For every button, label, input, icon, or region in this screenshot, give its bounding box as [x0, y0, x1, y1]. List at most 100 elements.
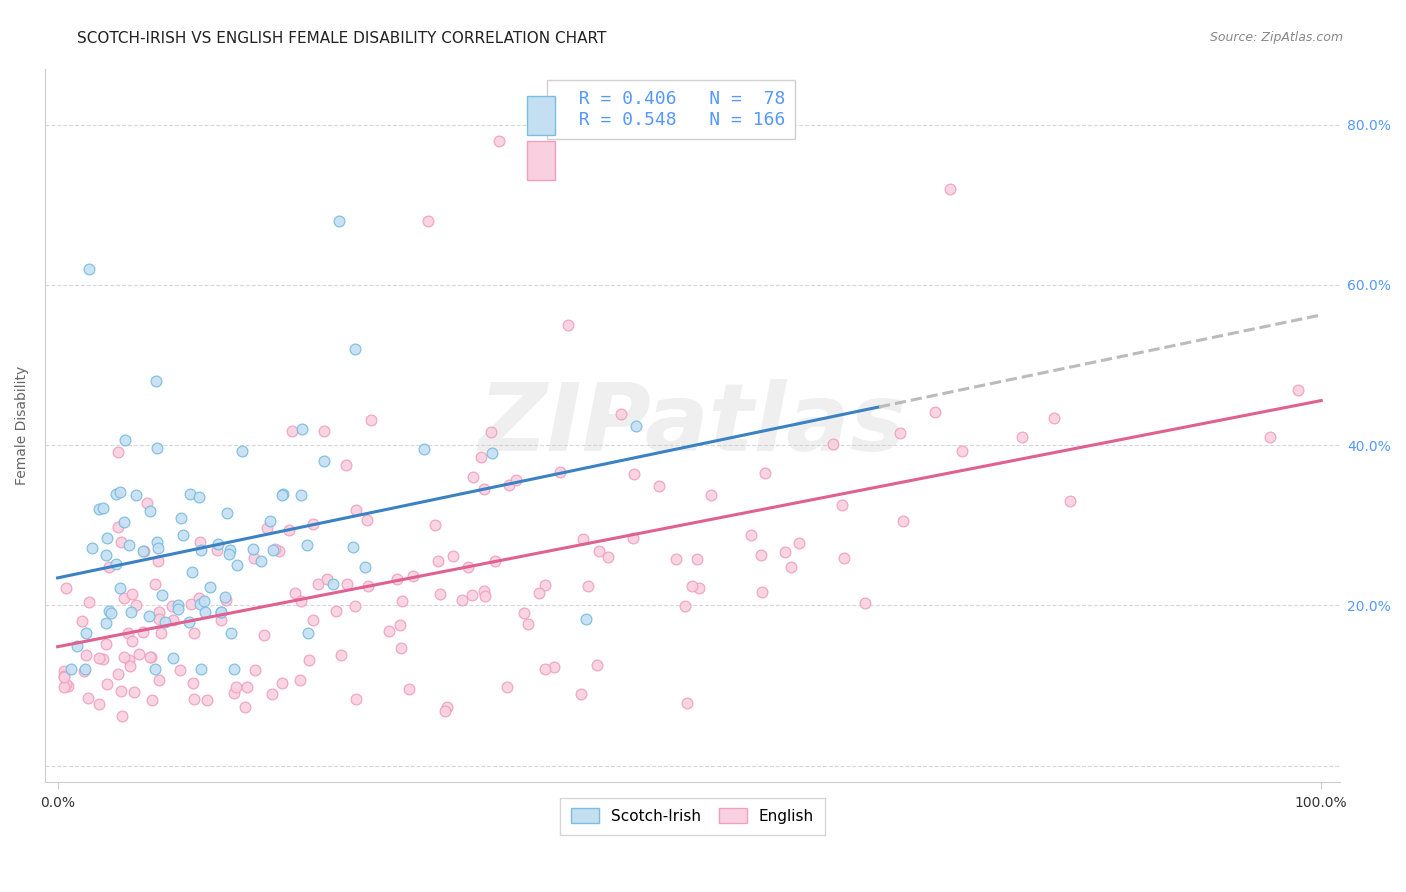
- Point: [242, 541, 264, 556]
- Point: [143, 663, 166, 677]
- Point: [281, 425, 304, 439]
- Point: [188, 490, 211, 504]
- Point: [357, 579, 380, 593]
- Point: [472, 483, 495, 497]
- Text: R = 0.406   N =  78
  R = 0.548   N = 166: R = 0.406 N = 78 R = 0.548 N = 166: [557, 90, 785, 128]
- Point: [125, 488, 148, 502]
- Point: [170, 511, 193, 525]
- Point: [496, 680, 519, 694]
- Point: [194, 605, 217, 619]
- Point: [139, 504, 162, 518]
- Point: [181, 565, 204, 579]
- Point: [138, 609, 160, 624]
- Point: [87, 502, 110, 516]
- Point: [700, 488, 723, 502]
- Point: [527, 586, 550, 600]
- Point: [426, 554, 449, 568]
- Point: [177, 615, 200, 629]
- Point: [198, 580, 221, 594]
- Point: [215, 506, 238, 520]
- Point: [325, 604, 347, 618]
- Point: [114, 433, 136, 447]
- Point: [143, 576, 166, 591]
- Point: [183, 692, 205, 706]
- Point: [66, 639, 89, 653]
- Point: [534, 577, 557, 591]
- Point: [284, 586, 307, 600]
- Point: [749, 549, 772, 563]
- Point: [188, 597, 211, 611]
- Point: [315, 572, 337, 586]
- Point: [609, 407, 631, 421]
- Point: [224, 686, 246, 700]
- Point: [360, 413, 382, 427]
- Point: [754, 466, 776, 480]
- Point: [218, 543, 240, 558]
- Point: [193, 593, 215, 607]
- Point: [505, 473, 527, 487]
- Point: [243, 550, 266, 565]
- Point: [260, 687, 283, 701]
- Point: [344, 691, 367, 706]
- Point: [195, 693, 218, 707]
- Point: [104, 558, 127, 572]
- Point: [117, 625, 139, 640]
- Point: [100, 607, 122, 621]
- Point: [87, 650, 110, 665]
- Point: [98, 559, 121, 574]
- Point: [344, 502, 367, 516]
- Point: [298, 653, 321, 667]
- Point: [146, 554, 169, 568]
- Point: [91, 501, 114, 516]
- Point: [831, 498, 853, 512]
- Point: [80, 541, 103, 556]
- Point: [413, 442, 436, 457]
- Point: [648, 479, 671, 493]
- Point: [676, 696, 699, 710]
- Point: [188, 535, 211, 549]
- Point: [120, 605, 142, 619]
- Point: [302, 517, 325, 532]
- Point: [104, 486, 127, 500]
- Point: [328, 213, 350, 227]
- Point: [134, 543, 156, 558]
- FancyBboxPatch shape: [527, 141, 555, 180]
- Point: [169, 663, 191, 677]
- Point: [121, 587, 143, 601]
- Point: [891, 514, 914, 528]
- Point: [52, 669, 75, 683]
- Point: [686, 552, 709, 566]
- Point: [135, 495, 157, 509]
- Point: [434, 704, 457, 718]
- Point: [256, 521, 278, 535]
- Text: Source: ZipAtlas.com: Source: ZipAtlas.com: [1209, 31, 1343, 45]
- Point: [162, 599, 184, 613]
- Point: [312, 454, 335, 468]
- Point: [181, 675, 204, 690]
- Point: [190, 663, 212, 677]
- Point: [312, 424, 335, 438]
- Point: [571, 687, 593, 701]
- Point: [342, 540, 364, 554]
- Point: [172, 528, 194, 542]
- Point: [52, 680, 75, 694]
- Point: [1043, 410, 1066, 425]
- Point: [132, 543, 155, 558]
- Point: [344, 342, 367, 356]
- Point: [132, 624, 155, 639]
- Point: [209, 605, 232, 619]
- Point: [269, 544, 291, 558]
- Point: [112, 591, 135, 605]
- Point: [457, 560, 479, 574]
- Point: [60, 663, 83, 677]
- Point: [259, 514, 281, 528]
- Point: [621, 531, 644, 545]
- Point: [588, 544, 610, 558]
- Point: [243, 663, 266, 677]
- Point: [218, 547, 240, 561]
- Point: [226, 558, 249, 572]
- Point: [297, 626, 319, 640]
- Point: [557, 318, 579, 332]
- Point: [950, 444, 973, 458]
- Point: [122, 685, 145, 699]
